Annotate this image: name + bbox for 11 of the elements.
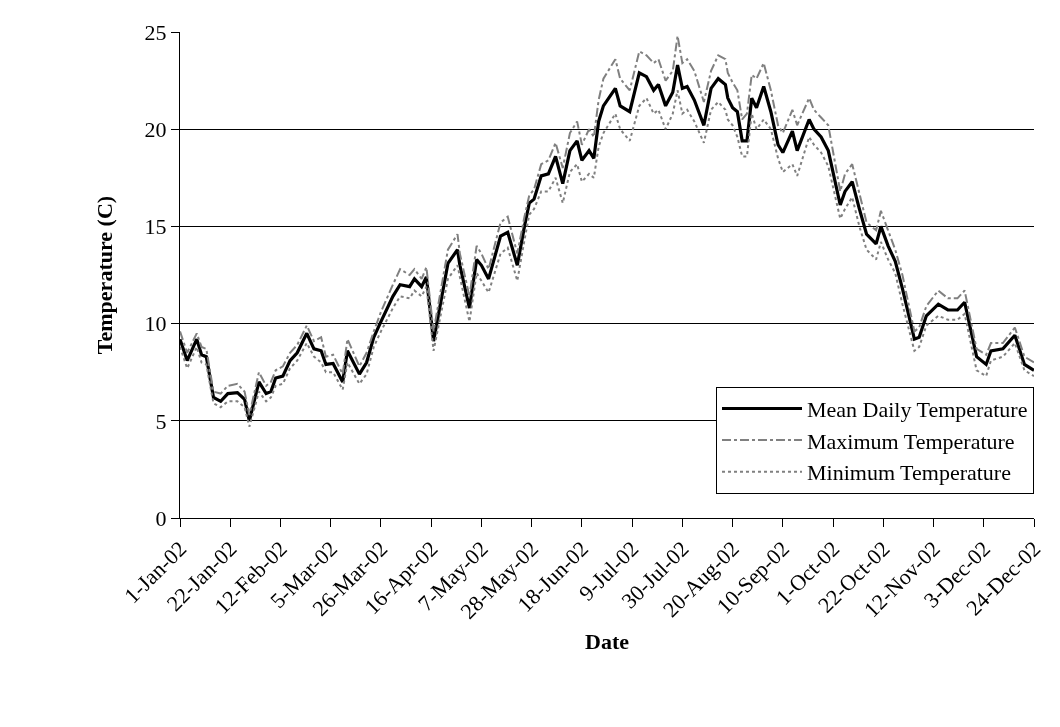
x-axis-title: Date	[585, 628, 630, 654]
y-tick-label: 20	[144, 116, 167, 142]
legend-label: Minimum Temperature	[807, 460, 1011, 486]
legend-label: Maximum Temperature	[807, 428, 1015, 454]
y-tick-label: 5	[155, 408, 167, 434]
y-tick-label: 25	[144, 19, 167, 45]
y-axis-title: Temperature (C)	[92, 195, 118, 355]
legend-label: Mean Daily Temperature	[807, 397, 1028, 423]
y-tick-label: 10	[144, 311, 167, 337]
y-tick-label: 15	[144, 214, 167, 240]
y-tick-label: 0	[155, 505, 167, 531]
